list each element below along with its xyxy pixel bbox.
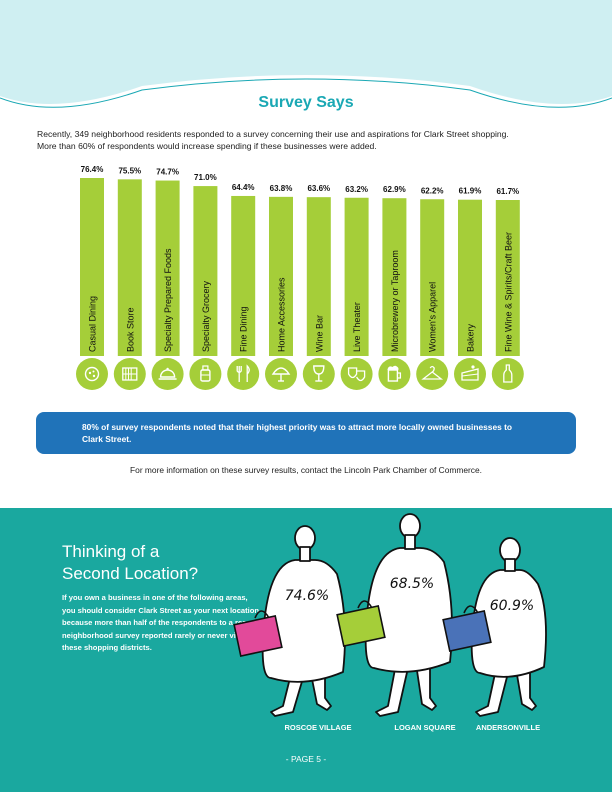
district-figure: 74.6% ROSCOE VILLAGE bbox=[233, 525, 352, 732]
beer-mug-icon bbox=[378, 358, 411, 390]
category-label: Fine Wine & Spirits/Craft Beer bbox=[503, 232, 513, 352]
category-label: Microbrewery or Taproom bbox=[390, 250, 400, 352]
district-name: LOGAN SQUARE bbox=[394, 723, 455, 732]
pizza-icon bbox=[76, 358, 108, 390]
page-number: - PAGE 5 - bbox=[285, 754, 327, 764]
bar-value-label: 71.0% bbox=[194, 173, 217, 182]
callout-text: 80% of survey respondents noted that the… bbox=[82, 422, 513, 444]
page-title: Survey Says bbox=[258, 94, 354, 111]
shopping-bag-icon bbox=[233, 615, 283, 657]
bar-group: 61.7% Fine Wine & Spirits/Craft Beer bbox=[491, 187, 524, 390]
district-percent: 74.6% bbox=[285, 588, 329, 604]
survey-bar-chart: 76.4% Casual Dining 75.5% Book Store 74.7% Sp… bbox=[76, 165, 524, 390]
bar-value-label: 61.9% bbox=[459, 187, 482, 196]
category-label: Live Theater bbox=[352, 302, 362, 352]
fork-knife-icon bbox=[227, 358, 260, 390]
bar-group: 71.0% Specialty Grocery bbox=[189, 173, 222, 390]
bar bbox=[382, 198, 407, 356]
wine-bottle-icon bbox=[491, 358, 524, 390]
category-label: Book Store bbox=[125, 307, 135, 352]
bar-value-label: 61.7% bbox=[496, 187, 519, 196]
cloche-icon bbox=[151, 358, 184, 390]
bar-value-label: 63.8% bbox=[270, 184, 293, 193]
section-body: If you own a business in one of the foll… bbox=[62, 593, 260, 652]
bar-group: 63.2% Live Theater bbox=[340, 185, 373, 390]
district-percent: 60.9% bbox=[490, 598, 534, 614]
bar-group: 61.9% Bakery bbox=[454, 187, 486, 390]
bar bbox=[117, 179, 142, 356]
bar bbox=[80, 178, 104, 356]
jar-icon bbox=[189, 358, 222, 390]
category-label: Fine Dining bbox=[239, 306, 249, 352]
bar bbox=[231, 195, 256, 356]
bar-value-label: 74.7% bbox=[156, 168, 179, 177]
category-label: Wine Bar bbox=[314, 315, 324, 352]
category-label: Home Accessories bbox=[277, 277, 287, 352]
bar-value-label: 62.9% bbox=[383, 185, 406, 194]
category-label: Specialty Grocery bbox=[201, 280, 211, 352]
category-label: Women's Apparel bbox=[428, 282, 438, 352]
bar-group: 64.4% Fine Dining bbox=[227, 183, 260, 390]
top-wave-band bbox=[0, 0, 612, 108]
bar-value-label: 63.6% bbox=[307, 184, 330, 193]
bookshelf-icon bbox=[113, 358, 146, 390]
intro-text: Recently, 349 neighborhood residents res… bbox=[37, 128, 582, 152]
shopping-bag-icon bbox=[336, 605, 386, 647]
theater-masks-icon bbox=[340, 358, 373, 390]
bar-group: 62.2% Women's Apparel bbox=[416, 186, 449, 390]
category-label: Casual Dining bbox=[88, 296, 98, 352]
bar-value-label: 63.2% bbox=[345, 185, 368, 194]
hanger-icon bbox=[416, 358, 449, 390]
priority-callout: 80% of survey respondents noted that the… bbox=[36, 412, 576, 454]
intro-line-1: Recently, 349 neighborhood residents res… bbox=[37, 129, 509, 139]
wine-glass-icon bbox=[302, 358, 335, 390]
district-figure: 60.9% ANDERSONVILLE bbox=[442, 537, 547, 732]
district-name: ROSCOE VILLAGE bbox=[284, 723, 351, 732]
bar-value-label: 64.4% bbox=[232, 183, 255, 192]
district-percent: 68.5% bbox=[390, 576, 434, 592]
contact-note: For more information on these survey res… bbox=[130, 465, 482, 475]
bar-group: 63.6% Wine Bar bbox=[302, 184, 335, 390]
bar bbox=[306, 197, 331, 356]
bar-group: 75.5% Book Store bbox=[113, 166, 146, 390]
bar-group: 74.7% Specialty Prepared Foods bbox=[151, 168, 184, 390]
cake-icon bbox=[454, 358, 486, 390]
bar bbox=[155, 180, 180, 356]
section-title-line-1: Thinking of a bbox=[62, 542, 160, 561]
category-label: Specialty Prepared Foods bbox=[163, 248, 173, 352]
intro-line-2: More than 60% of respondents would incre… bbox=[37, 141, 377, 151]
bar bbox=[420, 199, 445, 356]
section-title-line-2: Second Location? bbox=[62, 564, 199, 583]
bar-group: 76.4% Casual Dining bbox=[76, 165, 108, 390]
bar bbox=[193, 186, 218, 356]
bar-value-label: 62.2% bbox=[421, 186, 444, 195]
lamp-icon bbox=[265, 358, 297, 390]
bar bbox=[458, 199, 482, 356]
category-label: Bakery bbox=[466, 323, 476, 352]
second-location-section: Thinking of a Second Location? If you ow… bbox=[0, 508, 612, 792]
bar-group: 63.8% Home Accessories bbox=[265, 184, 297, 390]
bar-value-label: 75.5% bbox=[118, 166, 141, 175]
section-title: Thinking of a Second Location? bbox=[62, 541, 252, 585]
bar bbox=[344, 197, 369, 356]
bar bbox=[495, 200, 520, 356]
bar-value-label: 76.4% bbox=[81, 165, 104, 174]
bar-group: 62.9% Microbrewery or Taproom bbox=[378, 185, 411, 390]
shopping-bag-icon bbox=[442, 610, 492, 652]
district-figure: 68.5% LOGAN SQUARE bbox=[336, 513, 456, 732]
bar bbox=[269, 196, 293, 356]
district-name: ANDERSONVILLE bbox=[476, 723, 540, 732]
